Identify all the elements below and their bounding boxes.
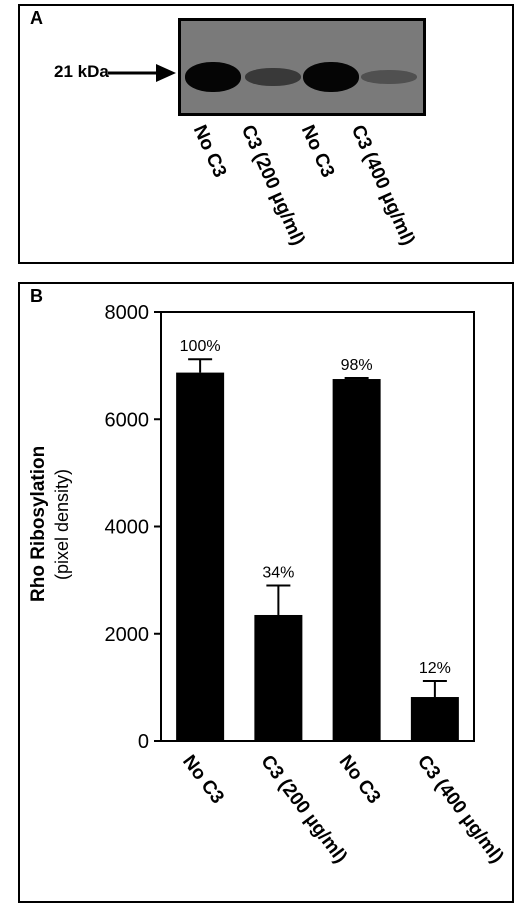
bar-chart: 0 2000 4000 6000 8000 100% No C3 34% C3 (200 µg/… — [105, 302, 508, 867]
data-label: 12% — [419, 660, 451, 677]
lane-label: No C3 — [188, 122, 231, 181]
data-label: 98% — [341, 357, 373, 374]
y-tick-label: 2000 — [105, 624, 150, 646]
y-tick-label: 8000 — [105, 302, 150, 324]
lane-label: C3 (200 µg/ml) — [236, 122, 309, 249]
blot-band — [245, 68, 301, 86]
data-label: 100% — [180, 338, 221, 355]
x-tick-label: C3 (400 µg/ml) — [413, 751, 508, 867]
x-tick-label: C3 (200 µg/ml) — [256, 751, 351, 867]
molecular-weight-marker-label: 21 kDa — [54, 62, 109, 81]
bar — [332, 379, 381, 741]
panel-a-letter: A — [30, 8, 43, 28]
bar — [410, 697, 459, 741]
y-tick-label: 4000 — [105, 517, 150, 539]
y-tick-label: 0 — [138, 731, 149, 753]
blot-band — [361, 70, 417, 84]
marker-arrow-icon — [108, 64, 176, 82]
panel-a: A 21 kDa No C3 C3 (200 µg/ml) No C3 C3 (… — [18, 4, 514, 264]
lane-label: C3 (400 µg/ml) — [346, 122, 419, 249]
x-tick-label: No C3 — [335, 751, 385, 807]
blot-band — [185, 62, 241, 92]
lane-label: No C3 — [296, 122, 339, 181]
bar — [254, 614, 303, 741]
data-label: 34% — [262, 564, 294, 581]
panel-b-letter: B — [30, 286, 43, 306]
western-blot-image — [178, 18, 426, 116]
blot-band — [303, 62, 359, 92]
y-tick-label: 6000 — [105, 409, 150, 431]
x-tick-label: No C3 — [178, 751, 228, 807]
bar — [176, 372, 225, 741]
panel-b: B Rho Ribosylation (pixel density) 0 2000… — [18, 282, 514, 903]
